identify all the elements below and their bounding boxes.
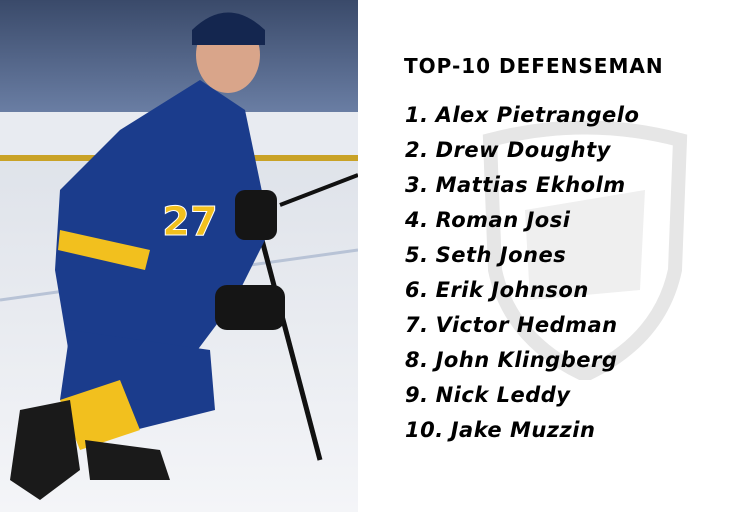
player-name: Drew Doughty: [435, 138, 611, 162]
player-name: Erik Johnson: [435, 278, 589, 302]
player-name: Roman Josi: [435, 208, 571, 232]
ranking-list: 1. Alex Pietrangelo 2. Drew Doughty 3. Mattia…: [405, 98, 639, 448]
rank-number: 9.: [405, 383, 429, 407]
rank-number: 10.: [405, 418, 444, 442]
ranking-item: 9. Nick Leddy: [405, 378, 639, 413]
ranking-item: 6. Erik Johnson: [405, 273, 639, 308]
rank-number: 3.: [405, 173, 429, 197]
ranking-item: 10. Jake Muzzin: [405, 413, 639, 448]
league-watermark: [482, 120, 688, 380]
ranking-item: 7. Victor Hedman: [405, 308, 639, 343]
player-photo: 27: [0, 0, 358, 512]
ranking-item: 5. Seth Jones: [405, 238, 639, 273]
ranking-item: 8. John Klingberg: [405, 343, 639, 378]
player-name: Victor Hedman: [435, 313, 618, 337]
rank-number: 6.: [405, 278, 429, 302]
player-name: John Klingberg: [435, 348, 618, 372]
player-name: Alex Pietrangelo: [435, 103, 640, 127]
jersey-number: 27: [162, 199, 218, 245]
rank-number: 1.: [405, 103, 429, 127]
rank-number: 4.: [405, 208, 429, 232]
ranking-item: 3. Mattias Ekholm: [405, 168, 639, 203]
player-name: Seth Jones: [435, 243, 567, 267]
ranking-item: 4. Roman Josi: [405, 203, 639, 238]
player-name: Nick Leddy: [435, 383, 571, 407]
ranking-item: 1. Alex Pietrangelo: [405, 98, 639, 133]
rank-number: 2.: [405, 138, 429, 162]
player-name: Jake Muzzin: [450, 418, 596, 442]
list-title: TOP-10 DEFENSEMAN: [404, 54, 664, 78]
rank-number: 7.: [405, 313, 429, 337]
ranking-item: 2. Drew Doughty: [405, 133, 639, 168]
rank-number: 5.: [405, 243, 429, 267]
rank-number: 8.: [405, 348, 429, 372]
player-name: Mattias Ekholm: [435, 173, 626, 197]
